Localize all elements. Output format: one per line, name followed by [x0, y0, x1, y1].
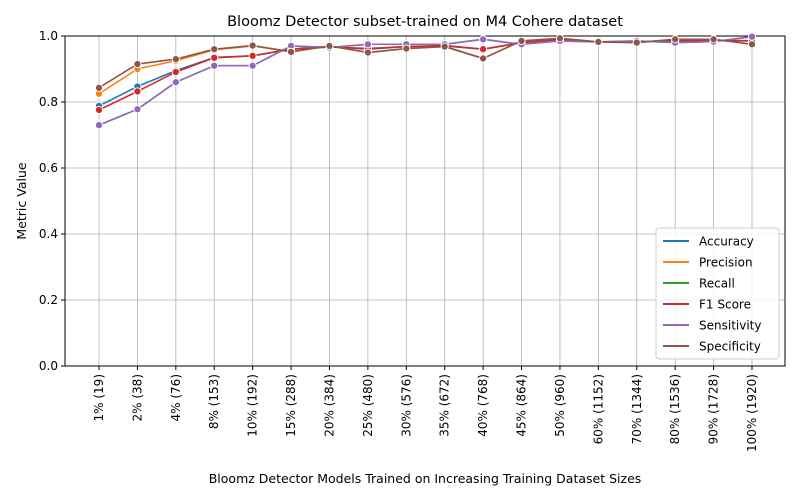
axes-frame: [64, 35, 786, 367]
y-tick-label: 0.8: [39, 95, 58, 109]
series-line: [98, 35, 753, 126]
x-tick-label: 8% (153): [207, 374, 221, 429]
data-point: [363, 48, 372, 57]
data-point: [555, 34, 564, 43]
y-axis-label: Metric Value: [14, 162, 29, 239]
x-tick-label: 10% (192): [246, 374, 260, 437]
data-point: [171, 67, 180, 77]
x-tick-label: 60% (1152): [591, 374, 605, 444]
data-point: [248, 41, 257, 50]
data-point: [440, 42, 449, 51]
y-tick-label: 1.0: [39, 29, 58, 43]
x-tick-label: 80% (1536): [668, 374, 682, 444]
data-point: [94, 121, 104, 130]
series-line: [98, 37, 753, 89]
y-tick-label: 0.4: [39, 227, 58, 241]
x-tick-label: 25% (480): [361, 374, 375, 437]
data-point: [517, 36, 526, 46]
data-point: [402, 44, 411, 53]
x-tick-label: 2% (38): [130, 374, 144, 421]
data-point: [671, 35, 680, 44]
x-tick-label: 50% (960): [553, 374, 567, 437]
series-specificity: [94, 34, 757, 92]
x-tick-label: 40% (768): [476, 374, 490, 437]
series-line: [98, 38, 752, 111]
chart-legend: Accuracy Precision Recall F1 Score Sensitivi…: [655, 227, 780, 360]
x-tick-label: 1% (19): [92, 374, 106, 421]
y-tick-label: 0.6: [39, 161, 58, 175]
legend-label: Precision: [699, 256, 753, 270]
data-point: [325, 41, 334, 50]
data-point: [133, 60, 142, 69]
data-point: [632, 38, 641, 47]
plot-area: 0.0 0.2 0.4 0.6 0.8 1.0 1% (19) 2% (38) 4% (76) 8…: [39, 29, 786, 452]
data-point: [363, 40, 372, 49]
x-tick-label: 70% (1344): [630, 374, 644, 444]
data-point: [210, 61, 219, 70]
data-point: [94, 83, 104, 92]
x-axis-label: Bloomz Detector Models Trained on Increa…: [209, 471, 642, 486]
data-point: [171, 55, 180, 64]
series-line: [98, 35, 753, 126]
x-tick-label: 90% (1728): [707, 374, 721, 444]
x-tick-label: 30% (576): [399, 374, 413, 437]
data-point: [747, 32, 757, 41]
data-point: [709, 35, 718, 44]
x-tick-label: 45% (864): [515, 374, 529, 437]
legend-label: F1 Score: [699, 298, 751, 312]
legend-label: Accuracy: [699, 235, 754, 249]
legend-label: Sensitivity: [699, 319, 761, 333]
data-point: [479, 54, 488, 63]
data-point: [94, 105, 104, 114]
x-tick-label: 35% (672): [438, 374, 452, 437]
data-point: [287, 47, 296, 56]
x-tick-label: 15% (288): [284, 374, 298, 437]
legend-label: Recall: [699, 277, 735, 291]
data-point: [133, 87, 142, 96]
data-point: [594, 37, 603, 46]
data-point: [479, 45, 488, 54]
legend-label: Specificity: [699, 340, 761, 354]
data-point: [248, 61, 257, 70]
data-point: [133, 105, 142, 114]
legend-box: [655, 227, 780, 360]
data-point: [479, 35, 488, 44]
x-tick-label: 100% (1920): [745, 374, 759, 452]
data-point: [210, 53, 219, 62]
y-tick-label: 0.2: [39, 293, 58, 307]
x-tick-label: 20% (384): [322, 374, 336, 437]
data-point: [210, 45, 219, 54]
data-point: [171, 78, 180, 87]
data-point: [248, 51, 257, 60]
x-tick-label: 4% (76): [169, 374, 183, 421]
chart-title: Bloomz Detector subset-trained on M4 Coh…: [227, 14, 623, 30]
y-tick-label: 0.0: [39, 359, 58, 373]
data-point: [747, 40, 757, 49]
